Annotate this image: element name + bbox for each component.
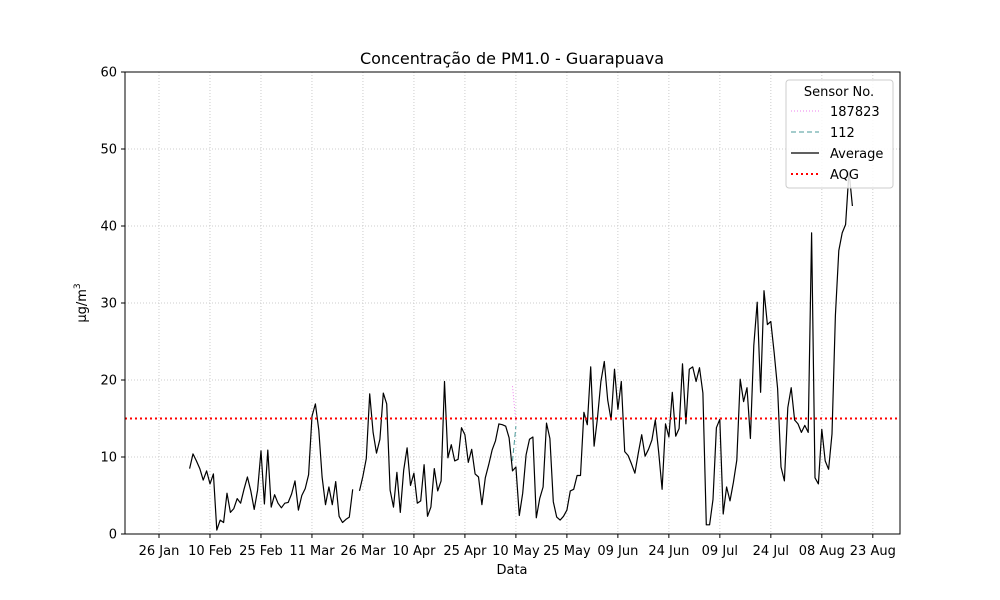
y-axis-label-superscript: 3 [73,283,83,289]
x-tick-label: 25 Feb [239,544,283,559]
x-tick-label: 25 May [543,544,591,559]
y-tick-label: 50 [100,143,117,158]
x-tick-label: 25 Apr [443,544,487,559]
x-axis-ticks: 26 Jan 10 Feb 25 Feb 11 Mar 26 Mar 10 Apr 25 A… [139,534,896,559]
y-tick-label: 60 [100,66,117,81]
y-tick-label: 30 [100,297,117,312]
legend-label-187823: 187823 [830,105,880,120]
x-tick-label: 26 Mar [340,544,386,559]
legend: Sensor No. 187823 112 Average AQG [785,79,894,189]
y-tick-label: 10 [100,451,117,466]
legend-label-112: 112 [830,126,855,141]
x-tick-label: 09 Jun [597,544,638,559]
series-line-187823 [512,386,517,423]
legend-label-aqg: AQG [830,168,859,183]
legend-title: Sensor No. [804,85,874,100]
data-series [189,170,853,531]
x-tick-label: 08 Aug [799,544,845,559]
y-tick-label: 40 [100,220,117,235]
x-tick-label: 24 Jun [648,544,689,559]
gridlines [125,71,900,535]
x-tick-label: 23 Aug [850,544,896,559]
y-tick-label: 20 [100,374,117,389]
series-line-112 [512,426,517,461]
legend-label-average: Average [830,147,883,162]
x-axis-label: Data [496,563,527,578]
x-tick-label: 10 May [492,544,540,559]
x-tick-label: 11 Mar [289,544,335,559]
x-tick-label: 10 Apr [392,544,436,559]
y-axis-label: μg/m3 [73,283,90,322]
chart-title: Concentração de PM1.0 - Guarapuava [360,49,664,68]
series-line-average [189,403,354,531]
y-tick-label: 0 [109,528,117,543]
x-tick-label: 09 Jul [702,544,738,559]
x-tick-label: 24 Jul [753,544,789,559]
y-axis-ticks: 0 10 20 30 40 50 60 [100,66,125,543]
y-axis-label-unit: μg/m [75,289,90,323]
x-tick-label: 10 Feb [188,544,232,559]
legend-box [785,79,894,189]
series-line-average [358,170,853,526]
y-axis-label-group: μg/m3 [73,283,90,322]
x-tick-label: 26 Jan [139,544,180,559]
